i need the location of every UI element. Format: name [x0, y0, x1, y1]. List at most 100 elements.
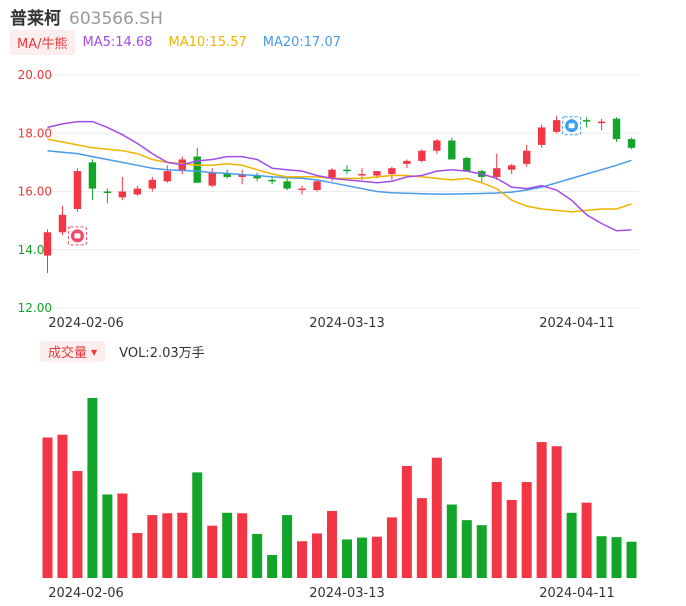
dropdown-arrow-icon: ▼: [91, 347, 98, 357]
volume-bar: [356, 537, 367, 578]
volume-bar: [87, 398, 98, 578]
volume-bar: [446, 504, 457, 578]
ma20-line: [47, 149, 632, 195]
volume-bar: [177, 512, 188, 578]
stock-name: 普莱柯: [10, 9, 61, 29]
volume-bar: [162, 513, 173, 578]
date-axis-tick-label: 2024-04-11: [539, 316, 615, 331]
bull-badge-icon: [67, 226, 87, 246]
volume-indicator-selector[interactable]: 成交量 ▼: [40, 340, 106, 362]
volume-bar: [461, 520, 472, 578]
candle-body: [118, 191, 127, 198]
volume-bar: [521, 482, 532, 578]
volume-bar: [147, 515, 158, 578]
candle-body: [253, 175, 261, 179]
volume-bar: [207, 525, 218, 578]
stock-code: 603566.SH: [69, 9, 163, 29]
candle-body: [283, 181, 291, 189]
price-axis-tick-label: 20.00: [18, 68, 52, 82]
ma5-line: [47, 120, 632, 232]
volume-value-label: VOL:2.03万手: [119, 345, 205, 361]
candle-body: [193, 156, 201, 183]
candle-body: [627, 139, 636, 148]
volume-date-tick-label: 2024-04-11: [539, 586, 615, 601]
candle-body: [298, 188, 306, 191]
volume-bar: [416, 498, 427, 578]
candle-body: [313, 181, 321, 191]
volume-bar: [401, 465, 412, 578]
volume-bar: [42, 437, 53, 578]
candle-body: [328, 169, 336, 179]
candle-body: [73, 171, 82, 209]
candle-body: [223, 174, 231, 177]
candle-body: [508, 165, 516, 170]
candle-body: [358, 174, 366, 176]
date-axis-tick-label: 2024-02-06: [48, 316, 124, 331]
price-axis-tick-label: 18.00: [18, 126, 52, 140]
candle-body: [597, 121, 606, 124]
volume-bar: [312, 533, 323, 578]
volume-tag-label: 成交量: [48, 345, 88, 361]
candle-body: [448, 140, 456, 160]
candle-body: [582, 120, 591, 122]
candle-body: [88, 162, 97, 189]
volume-bar: [476, 525, 487, 578]
volume-bar: [102, 494, 113, 578]
candle-body: [537, 127, 546, 145]
volume-bar: [282, 515, 293, 578]
ma-indicator-selector[interactable]: MA/牛熊: [10, 29, 75, 55]
badge-glyph: [74, 233, 81, 239]
volume-bar: [551, 446, 562, 578]
volume-bar: [371, 536, 382, 578]
badge-frame: [562, 116, 582, 136]
volume-bar: [267, 555, 278, 578]
candle-body: [403, 160, 411, 164]
volume-bar: [237, 513, 248, 578]
candle-body: [103, 191, 112, 193]
volume-bar: [341, 539, 352, 578]
price-axis-tick-label: 12.00: [18, 301, 52, 315]
ma10-line: [47, 138, 632, 213]
ma20-label: MA20:17.07: [262, 34, 341, 50]
candle-body: [238, 174, 246, 177]
bear-badge-icon: [562, 116, 582, 136]
candle-body: [552, 120, 561, 132]
candle-body: [343, 169, 351, 172]
candle-body: [612, 118, 621, 140]
ma-legend: MA/牛熊 MA5:14.68 MA10:15.57 MA20:17.07: [10, 29, 341, 55]
volume-bar: [536, 442, 547, 578]
volume-bar: [596, 536, 607, 578]
candle-body: [163, 171, 171, 182]
candle-body: [268, 179, 276, 182]
price-axis-tick-label: 14.00: [18, 243, 52, 257]
candle-body: [433, 140, 441, 151]
ma10-label: MA10:15.57: [168, 34, 247, 50]
candle-body: [388, 168, 396, 175]
price-axis-tick-label: 16.00: [18, 185, 52, 199]
candle-body: [522, 150, 531, 164]
stock-header: 普莱柯 603566.SH: [10, 4, 163, 29]
candle-body: [208, 172, 216, 186]
volume-date-tick-label: 2024-03-13: [309, 586, 385, 601]
candle-body: [58, 214, 67, 233]
candle-body: [463, 158, 471, 172]
candle-body: [493, 168, 501, 177]
badge-frame: [67, 226, 87, 246]
volume-bar: [566, 512, 577, 578]
volume-bar: [327, 510, 338, 578]
volume-bar: [192, 472, 203, 578]
volume-bar: [431, 457, 442, 578]
volume-bar: [117, 493, 128, 578]
volume-bar: [222, 512, 233, 578]
volume-bar: [491, 482, 502, 578]
volume-legend: 成交量 ▼ VOL:2.03万手: [40, 340, 205, 362]
volume-bar: [386, 517, 397, 578]
volume-bar: [611, 537, 622, 578]
candle-body: [373, 171, 381, 176]
volume-bar: [626, 541, 637, 578]
volume-bar: [581, 502, 592, 578]
candle-body: [43, 232, 52, 256]
candle-body: [148, 179, 157, 189]
volume-bar: [506, 499, 517, 578]
